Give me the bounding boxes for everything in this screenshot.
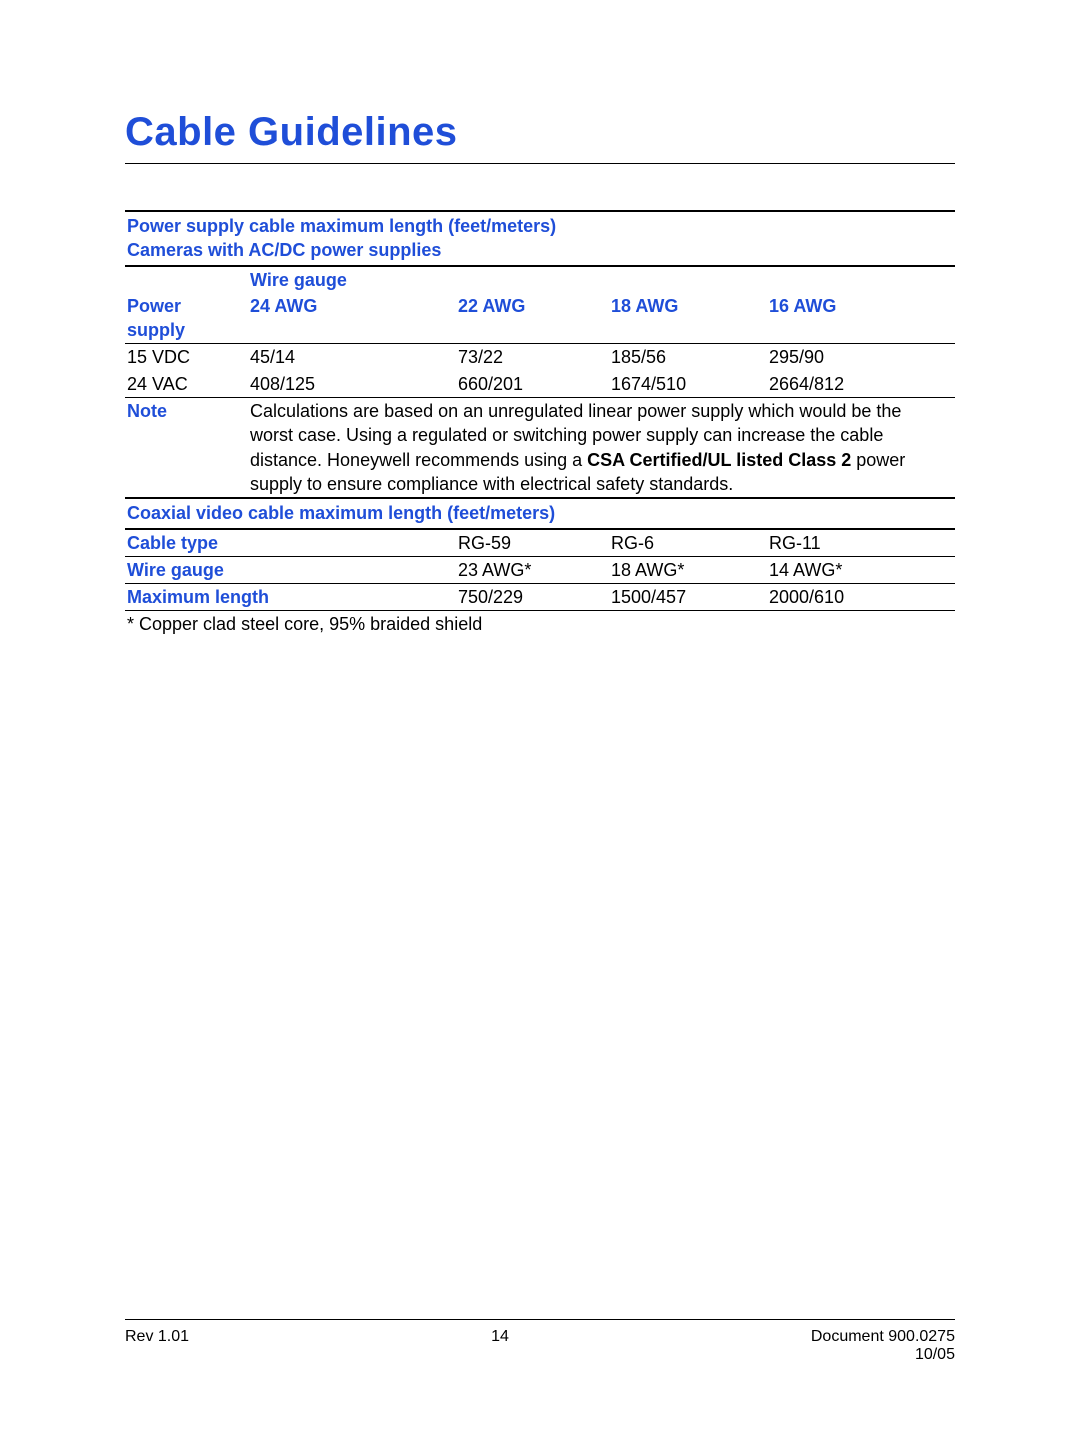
row0-v2: 185/56 [609,344,767,370]
footer-page: 14 [491,1328,509,1364]
page-title: Cable Guidelines [125,110,955,155]
section1-title-line1: Power supply cable maximum length (feet/… [127,216,556,236]
row1-v2: 1674/510 [609,371,767,397]
section2-title: Coaxial video cable maximum length (feet… [127,503,555,523]
gauge-3: 16 AWG [767,293,955,344]
gauge-2: 18 AWG [609,293,767,344]
page: Cable Guidelines Power supply cable maxi… [0,0,1080,1440]
footnote-text: * Copper clad steel core, 95% braided sh… [125,611,955,637]
cable-guidelines-table: Power supply cable maximum length (feet/… [125,210,955,638]
t2-row0-label: Cable type [125,529,456,556]
row0-label: 15 VDC [125,344,248,370]
note-row: Note Calculations are based on an unregu… [125,398,955,498]
footer-date: 10/05 [915,1346,955,1363]
table-row: Cable type RG-59 RG-6 RG-11 [125,529,955,556]
footer-doc: Document 900.0275 [811,1328,955,1345]
t2-row0-v2: RG-11 [767,529,955,556]
wire-gauge-label: Wire gauge [248,266,456,293]
note-label: Note [125,398,248,498]
table-row: 15 VDC 45/14 73/22 185/56 295/90 [125,344,955,370]
footer-rule [125,1319,955,1320]
footer: Rev 1.01 14 Document 900.0275 10/05 [125,1319,955,1364]
t2-row0-v1: RG-6 [609,529,767,556]
row1-v3: 2664/812 [767,371,955,397]
wire-gauge-label-row: Wire gauge [125,266,955,293]
gauge-1: 22 AWG [456,293,609,344]
t2-row1-v2: 14 AWG* [767,557,955,583]
note-bold: CSA Certified/UL listed Class 2 [587,450,851,470]
table-row: Wire gauge 23 AWG* 18 AWG* 14 AWG* [125,557,955,583]
note-text: Calculations are based on an unregulated… [248,398,955,498]
t2-row2-v1: 1500/457 [609,584,767,610]
section2-header: Coaxial video cable maximum length (feet… [125,498,955,528]
table-row: 24 VAC 408/125 660/201 1674/510 2664/812 [125,371,955,397]
t2-row2-v2: 2000/610 [767,584,955,610]
footer-doc-block: Document 900.0275 10/05 [811,1328,955,1364]
row0-v1: 73/22 [456,344,609,370]
t2-row2-v0: 750/229 [456,584,609,610]
footer-rev: Rev 1.01 [125,1328,189,1364]
section1-header: Power supply cable maximum length (feet/… [125,211,955,266]
footnote-row: * Copper clad steel core, 95% braided sh… [125,611,955,637]
t2-row1-label: Wire gauge [125,557,456,583]
row0-v0: 45/14 [248,344,456,370]
gauges-header-row: Power supply 24 AWG 22 AWG 18 AWG 16 AWG [125,293,955,344]
table-row: Maximum length 750/229 1500/457 2000/610 [125,584,955,610]
section1-title-line2: Cameras with AC/DC power supplies [127,240,441,260]
power-supply-label: Power supply [125,293,248,344]
title-rule [125,163,955,164]
t2-row1-v1: 18 AWG* [609,557,767,583]
t2-row0-v0: RG-59 [456,529,609,556]
row1-v0: 408/125 [248,371,456,397]
t2-row1-v0: 23 AWG* [456,557,609,583]
row1-v1: 660/201 [456,371,609,397]
row0-v3: 295/90 [767,344,955,370]
gauge-0: 24 AWG [248,293,456,344]
t2-row2-label: Maximum length [125,584,456,610]
row1-label: 24 VAC [125,371,248,397]
